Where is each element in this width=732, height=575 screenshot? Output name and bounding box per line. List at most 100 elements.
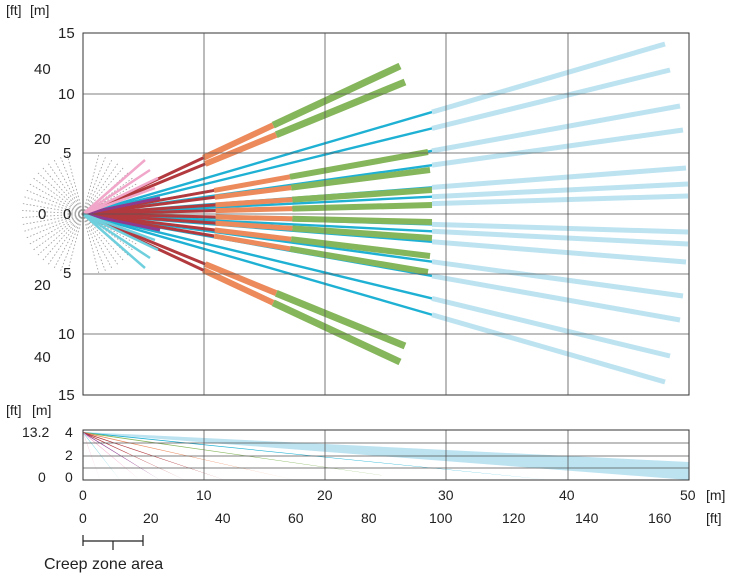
x-ft-label-120: 120 [502,510,526,526]
side-m-label-0: 0 [65,469,73,485]
creep-zone-dotted-line [21,210,84,215]
mid-beam-middle-segment [202,122,275,161]
x-m-label-10: 10 [196,487,212,503]
long-beam-far-segment [431,181,689,200]
side-m-label-2: 2 [65,447,73,463]
long-beam-far-segment [431,165,687,190]
purple-beam [82,212,161,232]
x-m-label-50: 50 [680,487,696,503]
pink-short-beam [82,176,159,216]
top-view-grid [82,32,690,396]
top-unit-ft: [ft] [6,2,22,18]
mid-beam-middle-segment [215,214,293,222]
mid-beam-middle-segment [213,174,291,193]
pink-short-beam [82,186,156,216]
top-m-label-10: 10 [58,86,75,103]
top-m-label-neg15: 15 [58,387,75,404]
creep-zone-label: Creep zone area [44,556,163,573]
cyan-short-beam [82,213,146,269]
x-ft-label-140: 140 [575,510,599,526]
x-ft-label-20: 20 [143,510,159,526]
x-axis-meters: 0 10 20 30 40 50 [m] [79,487,725,503]
top-m-label-5: 5 [63,145,71,162]
long-beam-far-segment [431,259,684,299]
long-beam-far-segment [431,239,687,265]
long-beam-near-segment [82,127,433,216]
top-m-label-neg10: 10 [58,326,75,343]
mid-beam-far-segment [292,225,433,241]
x-m-label-40: 40 [559,487,575,503]
side-ft-label-13: 13.2 [22,424,49,440]
pink-short-beam [82,159,146,215]
long-beam-far-segment [431,312,666,385]
top-view-beams [21,41,689,385]
top-ft-label-40: 40 [34,61,51,78]
mid-beam-far-segment [290,167,431,191]
x-ft-label-60: 60 [288,510,304,526]
long-beam-far-segment [431,127,684,168]
long-beam-near-segment [82,110,433,216]
side-unit-m: [m] [32,402,51,418]
x-ft-label-160: 160 [648,510,672,526]
x-m-unit: [m] [706,487,725,503]
mid-beam-far-segment [292,202,433,212]
side-unit-ft: [ft] [6,402,22,418]
top-ft-label-neg40: 40 [34,349,51,366]
x-ft-label-80: 80 [361,510,377,526]
creep-zone-dotted-line [23,213,84,232]
long-beam-far-segment [431,295,671,359]
top-ft-label-20: 20 [34,131,51,148]
mid-beam-middle-segment [204,132,278,167]
long-beam-far-segment [431,273,681,323]
creep-zone-dotted-line [21,213,84,218]
x-axis-feet: 0 20 40 60 80 100 120 140 160 [ft] [79,510,722,526]
x-ft-label-100: 100 [429,510,453,526]
creep-zone-bracket: Creep zone area [44,535,163,573]
mid-beam-far-segment [292,215,433,225]
mid-beam-far-segment [271,299,402,366]
x-m-label-0: 0 [79,487,87,503]
top-ft-label-0: 0 [38,206,46,223]
mid-beam-middle-segment [214,227,292,242]
short-range-beams [82,159,159,269]
long-beam-far-segment [431,221,689,235]
long-beam-far-segment [431,41,666,115]
mid-beam-far-segment [289,245,429,275]
long-beam-far-segment [431,67,671,131]
mid-beam-middle-segment [204,261,278,296]
x-m-label-20: 20 [317,487,333,503]
top-ft-label-neg20: 20 [34,277,51,294]
top-m-label-15: 15 [58,25,75,42]
mid-beam-far-segment [274,289,407,350]
long-beam-far-segment [431,103,681,154]
cyan-short-beam [82,212,156,242]
pink-short-beam [82,168,151,216]
top-unit-m: [m] [30,2,49,18]
side-view: [ft] [m] 13.2 4 2 0 0 [6,402,690,485]
mid-beam-far-segment [274,78,407,139]
mid-range-beams [82,62,433,366]
x-ft-unit: [ft] [706,510,722,526]
creep-zone-dotted-line [23,196,84,215]
top-view: [ft] [m] 15 10 5 0 5 10 15 40 20 0 20 40 [6,2,690,404]
top-m-label-neg5: 5 [63,265,71,282]
side-m-label-4: 4 [65,424,73,440]
purple-beam [82,196,161,216]
mid-beam-middle-segment [215,220,293,231]
long-beam-far-segment [431,228,689,247]
mid-beam-middle-segment [202,267,275,306]
cyan-short-beam [82,212,151,260]
x-ft-label-40: 40 [215,510,231,526]
mid-beam-far-segment [290,236,431,259]
mid-beam-middle-segment [215,197,293,208]
x-m-label-30: 30 [438,487,454,503]
side-view-grid [82,429,690,481]
mid-beam-far-segment [271,62,402,129]
top-m-label-0: 0 [63,206,71,223]
cyan-short-beam [82,212,159,252]
mid-beam-far-segment [292,187,433,203]
mid-beam-middle-segment [213,233,291,252]
long-beam-far-segment [431,193,689,207]
long-beam-near-segment [82,212,433,300]
